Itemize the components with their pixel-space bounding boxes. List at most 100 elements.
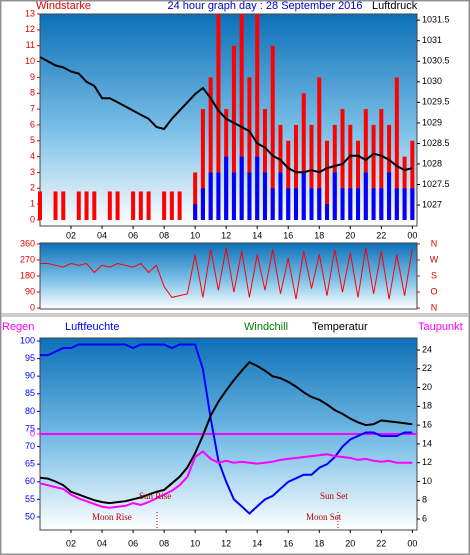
bar	[293, 188, 298, 220]
y2-tick-label: 1031	[422, 35, 442, 45]
bar	[239, 156, 244, 220]
bar	[38, 191, 42, 220]
bar	[394, 77, 399, 220]
bar	[193, 204, 198, 220]
bar	[138, 191, 143, 220]
x-tick-label: 02	[66, 230, 76, 240]
y-tick-label: 85	[25, 388, 35, 398]
y-tick-label: 10	[25, 56, 35, 66]
y-tick-label: 12	[25, 24, 35, 34]
bar	[317, 77, 322, 220]
bar	[309, 188, 314, 220]
y-tick-label: 75	[25, 423, 35, 433]
bar	[169, 191, 174, 220]
y2-tick-label: S	[431, 270, 437, 280]
line	[39, 450, 413, 509]
bar	[363, 109, 368, 220]
series-layer	[39, 343, 417, 515]
x-tick-label: 08	[159, 538, 169, 548]
bar	[247, 77, 252, 220]
x-tick-label: 18	[314, 230, 324, 240]
bar	[379, 109, 384, 220]
series-layer	[38, 14, 415, 220]
y2-tick-label: 14	[422, 438, 432, 448]
bar	[255, 156, 260, 220]
y-tick-label: 5	[30, 135, 35, 145]
y2-tick-label: 1030.5	[422, 56, 450, 66]
y2-tick-label: 1027.5	[422, 179, 450, 189]
y2-tick-label: 1029	[422, 117, 442, 127]
bar	[371, 188, 376, 220]
y-tick-label: 50	[25, 511, 35, 521]
y-tick-label: 11	[26, 40, 35, 50]
y2-tick-label: 12	[422, 457, 432, 467]
bar	[356, 188, 361, 220]
bar	[286, 188, 291, 220]
bar	[92, 191, 97, 220]
windchill-label: Windchill	[244, 321, 288, 333]
annotation: Moon Rise	[92, 512, 132, 522]
x-tick-label: 22	[376, 538, 386, 548]
x-tick-label: 12	[221, 538, 231, 548]
bar	[200, 188, 205, 220]
plots: 01234567891011121310271027.510281028.510…	[2, 8, 463, 548]
bar	[371, 124, 376, 220]
y2-tick-label: O	[430, 286, 437, 296]
y2-tick-label: 8	[422, 495, 427, 505]
bar	[177, 191, 182, 220]
bar	[270, 188, 275, 220]
bar	[231, 172, 236, 220]
legend-label: Taupunkt	[418, 321, 463, 333]
bar	[410, 140, 415, 220]
pressure-label: Luftdruck	[372, 0, 418, 12]
x-tick-label: 04	[97, 230, 107, 240]
x-tick-label: 16	[283, 538, 293, 548]
x-tick-label: 04	[97, 538, 107, 548]
y-tick-label: 7	[30, 103, 35, 113]
bar	[131, 191, 136, 220]
y-tick-label: 1	[30, 199, 35, 209]
bar	[115, 191, 120, 220]
bar	[309, 124, 314, 220]
bar	[61, 191, 66, 220]
annotation: Moon Set	[306, 512, 342, 522]
x-tick-label: 00	[407, 230, 417, 240]
bar	[270, 45, 275, 220]
bar	[247, 172, 252, 220]
y-tick-label: 70	[25, 441, 35, 451]
bar	[208, 172, 213, 220]
bar	[231, 45, 236, 220]
y3-tick-label: 0	[30, 428, 35, 438]
bar	[193, 172, 198, 220]
line	[40, 247, 413, 300]
x-tick-label: 08	[159, 230, 169, 240]
line	[39, 360, 413, 505]
bar	[262, 172, 267, 220]
x-tick-label: 02	[66, 538, 76, 548]
x-tick-label: 20	[345, 538, 355, 548]
x-tick-label: 06	[128, 538, 138, 548]
y-tick-label: 80	[25, 406, 35, 416]
x-tick-label: 22	[376, 230, 386, 240]
x-tick-label: 18	[314, 538, 324, 548]
y-tick-label: 270	[20, 254, 35, 264]
bar	[146, 191, 151, 220]
bar	[394, 188, 399, 220]
x-tick-label: 20	[345, 230, 355, 240]
y-tick-label: 0	[30, 214, 35, 224]
y2-tick-label: 1028	[422, 158, 442, 168]
line	[40, 343, 413, 515]
bar	[53, 191, 58, 220]
bar	[216, 14, 221, 220]
y2-tick-label: 16	[422, 420, 432, 430]
x-tick-label: 00	[407, 538, 417, 548]
y-tick-label: 55	[25, 494, 35, 504]
bar	[301, 93, 306, 220]
bar	[325, 140, 330, 220]
annotation: Sun Rise	[139, 491, 171, 501]
x-tick-label: 16	[283, 230, 293, 240]
bar	[200, 109, 205, 220]
y2-tick-label: 1029.5	[422, 97, 450, 107]
x-tick-label: 06	[128, 230, 138, 240]
